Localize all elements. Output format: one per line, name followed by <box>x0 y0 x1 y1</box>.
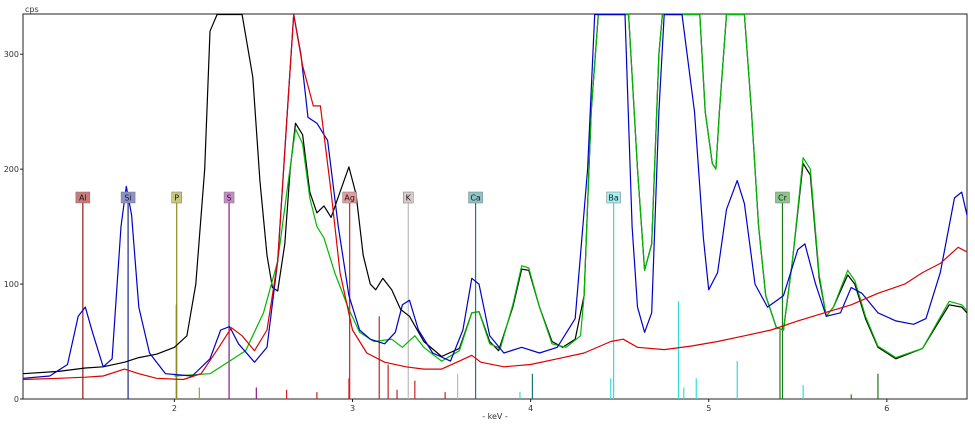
x-tick-label: 2 <box>172 404 177 413</box>
y-tick-label: 200 <box>4 165 19 174</box>
y-axis-title: cps <box>25 5 39 14</box>
plot-frame <box>22 13 968 400</box>
element-label-cr[interactable]: Cr <box>778 194 788 203</box>
element-label-box-al[interactable] <box>75 191 91 204</box>
y-tick-label: 300 <box>4 50 19 59</box>
axes: 0 100 200 300 2 3 4 5 6 <box>4 50 890 413</box>
element-label-box-ag[interactable] <box>342 191 357 204</box>
element-label-p[interactable]: P <box>174 194 179 203</box>
element-label-box-ba[interactable] <box>606 191 621 204</box>
element-label-box-cr[interactable] <box>775 191 790 204</box>
element-label-ca[interactable]: Ca <box>470 194 481 203</box>
x-tick-label: 5 <box>706 404 711 413</box>
element-marker-lines <box>82 203 784 399</box>
element-label-s[interactable]: S <box>227 194 232 203</box>
element-label-al[interactable]: Al <box>79 194 87 203</box>
element-label-si[interactable]: Si <box>124 194 131 203</box>
element-label-box-s[interactable] <box>223 191 235 204</box>
spectrum-series-3 <box>22 13 968 379</box>
spectrum-series-1 <box>583 13 968 359</box>
y-tick-label: 0 <box>14 395 19 404</box>
element-label-ag[interactable]: Ag <box>344 194 355 203</box>
spectrum-series <box>22 13 968 381</box>
reference-lines <box>175 301 879 399</box>
x-tick-label: 4 <box>528 404 533 413</box>
element-label-box-k[interactable] <box>403 191 414 204</box>
x-axis-title: - keV - <box>482 412 508 421</box>
element-label-box-p[interactable] <box>171 191 182 204</box>
element-label-box-ca[interactable] <box>468 191 483 204</box>
element-label-box-si[interactable] <box>120 191 136 204</box>
spectrum-series-2 <box>174 128 585 377</box>
y-tick-label: 100 <box>4 280 19 289</box>
element-marker-labels: Al Si P S Ag K Ca Ba Cr <box>75 191 790 204</box>
spectrum-series-4 <box>22 13 968 381</box>
element-label-ba[interactable]: Ba <box>608 194 618 203</box>
x-tick-label: 3 <box>350 404 355 413</box>
x-tick-label: 6 <box>884 404 889 413</box>
element-label-k[interactable]: K <box>406 194 412 203</box>
